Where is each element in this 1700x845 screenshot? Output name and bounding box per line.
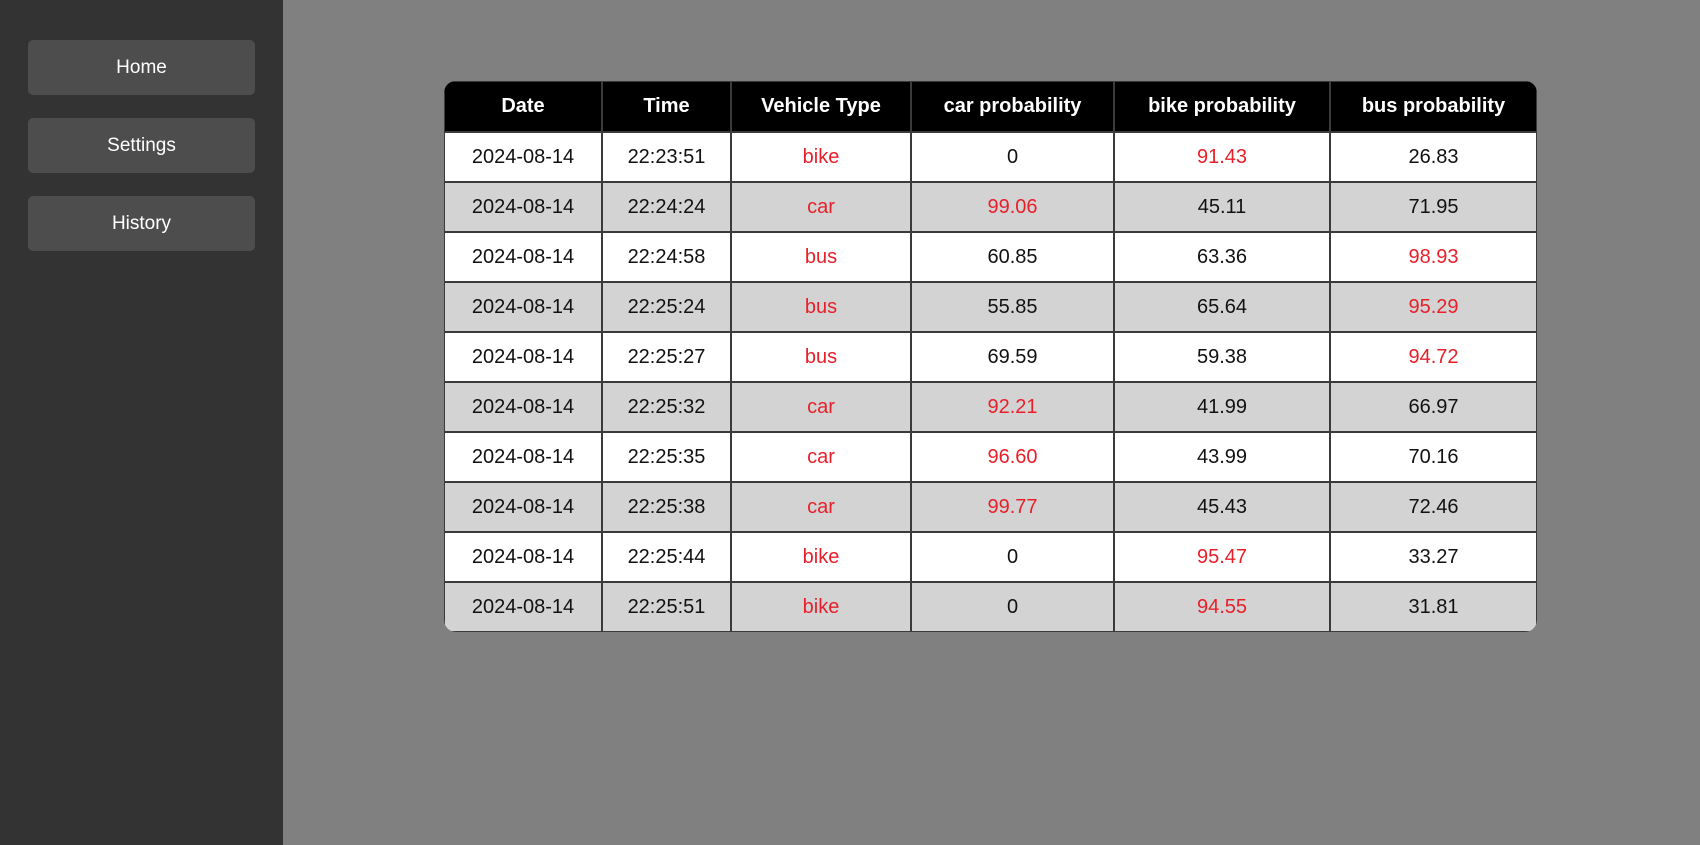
cell-date: 2024-08-14 [444, 382, 602, 432]
column-header-bus-probability: bus probability [1330, 81, 1537, 132]
cell-bike-probability: 65.64 [1114, 282, 1330, 332]
cell-bike-probability: 94.55 [1114, 582, 1330, 632]
table-row: 2024-08-14 22:25:32 car 92.21 41.99 66.9… [444, 382, 1537, 432]
cell-vehicle-type: bike [731, 582, 911, 632]
column-header-vehicle-type: Vehicle Type [731, 81, 911, 132]
cell-time: 22:25:27 [602, 332, 731, 382]
main-content: Date Time Vehicle Type car probability b… [283, 0, 1700, 845]
cell-time: 22:23:51 [602, 132, 731, 182]
table-row: 2024-08-14 22:25:27 bus 69.59 59.38 94.7… [444, 332, 1537, 382]
cell-date: 2024-08-14 [444, 432, 602, 482]
cell-vehicle-type: car [731, 482, 911, 532]
history-table-container: Date Time Vehicle Type car probability b… [444, 81, 1537, 632]
history-button[interactable]: History [28, 196, 255, 251]
cell-bus-probability: 26.83 [1330, 132, 1537, 182]
cell-bus-probability: 94.72 [1330, 332, 1537, 382]
cell-time: 22:24:58 [602, 232, 731, 282]
cell-bike-probability: 45.43 [1114, 482, 1330, 532]
cell-car-probability: 60.85 [911, 232, 1114, 282]
cell-time: 22:25:24 [602, 282, 731, 332]
cell-date: 2024-08-14 [444, 182, 602, 232]
cell-bus-probability: 33.27 [1330, 532, 1537, 582]
cell-bike-probability: 45.11 [1114, 182, 1330, 232]
column-header-bike-probability: bike probability [1114, 81, 1330, 132]
cell-bike-probability: 63.36 [1114, 232, 1330, 282]
cell-bus-probability: 95.29 [1330, 282, 1537, 332]
cell-bike-probability: 43.99 [1114, 432, 1330, 482]
cell-bus-probability: 72.46 [1330, 482, 1537, 532]
cell-time: 22:25:51 [602, 582, 731, 632]
cell-bike-probability: 41.99 [1114, 382, 1330, 432]
cell-car-probability: 69.59 [911, 332, 1114, 382]
cell-bike-probability: 59.38 [1114, 332, 1330, 382]
cell-vehicle-type: bike [731, 532, 911, 582]
table-row: 2024-08-14 22:25:35 car 96.60 43.99 70.1… [444, 432, 1537, 482]
cell-time: 22:24:24 [602, 182, 731, 232]
cell-time: 22:25:44 [602, 532, 731, 582]
cell-vehicle-type: bus [731, 232, 911, 282]
cell-time: 22:25:38 [602, 482, 731, 532]
column-header-date: Date [444, 81, 602, 132]
cell-car-probability: 0 [911, 582, 1114, 632]
sidebar: Home Settings History [0, 0, 283, 845]
cell-car-probability: 92.21 [911, 382, 1114, 432]
table-row: 2024-08-14 22:25:44 bike 0 95.47 33.27 [444, 532, 1537, 582]
cell-vehicle-type: car [731, 432, 911, 482]
cell-bus-probability: 70.16 [1330, 432, 1537, 482]
table-row: 2024-08-14 22:23:51 bike 0 91.43 26.83 [444, 132, 1537, 182]
cell-vehicle-type: bus [731, 282, 911, 332]
table-row: 2024-08-14 22:25:38 car 99.77 45.43 72.4… [444, 482, 1537, 532]
cell-bike-probability: 95.47 [1114, 532, 1330, 582]
home-button[interactable]: Home [28, 40, 255, 95]
cell-car-probability: 0 [911, 132, 1114, 182]
column-header-car-probability: car probability [911, 81, 1114, 132]
cell-vehicle-type: bike [731, 132, 911, 182]
cell-date: 2024-08-14 [444, 232, 602, 282]
cell-date: 2024-08-14 [444, 332, 602, 382]
cell-date: 2024-08-14 [444, 582, 602, 632]
cell-time: 22:25:35 [602, 432, 731, 482]
cell-car-probability: 55.85 [911, 282, 1114, 332]
cell-time: 22:25:32 [602, 382, 731, 432]
cell-bus-probability: 31.81 [1330, 582, 1537, 632]
cell-date: 2024-08-14 [444, 132, 602, 182]
table-row: 2024-08-14 22:24:24 car 99.06 45.11 71.9… [444, 182, 1537, 232]
cell-car-probability: 99.77 [911, 482, 1114, 532]
column-header-time: Time [602, 81, 731, 132]
cell-vehicle-type: car [731, 382, 911, 432]
cell-date: 2024-08-14 [444, 482, 602, 532]
cell-vehicle-type: bus [731, 332, 911, 382]
table-header-row: Date Time Vehicle Type car probability b… [444, 81, 1537, 132]
history-table: Date Time Vehicle Type car probability b… [444, 81, 1537, 632]
cell-car-probability: 0 [911, 532, 1114, 582]
cell-date: 2024-08-14 [444, 532, 602, 582]
cell-car-probability: 96.60 [911, 432, 1114, 482]
cell-car-probability: 99.06 [911, 182, 1114, 232]
cell-bus-probability: 71.95 [1330, 182, 1537, 232]
cell-bus-probability: 98.93 [1330, 232, 1537, 282]
table-row: 2024-08-14 22:25:51 bike 0 94.55 31.81 [444, 582, 1537, 632]
cell-date: 2024-08-14 [444, 282, 602, 332]
cell-bus-probability: 66.97 [1330, 382, 1537, 432]
table-row: 2024-08-14 22:24:58 bus 60.85 63.36 98.9… [444, 232, 1537, 282]
settings-button[interactable]: Settings [28, 118, 255, 173]
cell-bike-probability: 91.43 [1114, 132, 1330, 182]
table-row: 2024-08-14 22:25:24 bus 55.85 65.64 95.2… [444, 282, 1537, 332]
cell-vehicle-type: car [731, 182, 911, 232]
